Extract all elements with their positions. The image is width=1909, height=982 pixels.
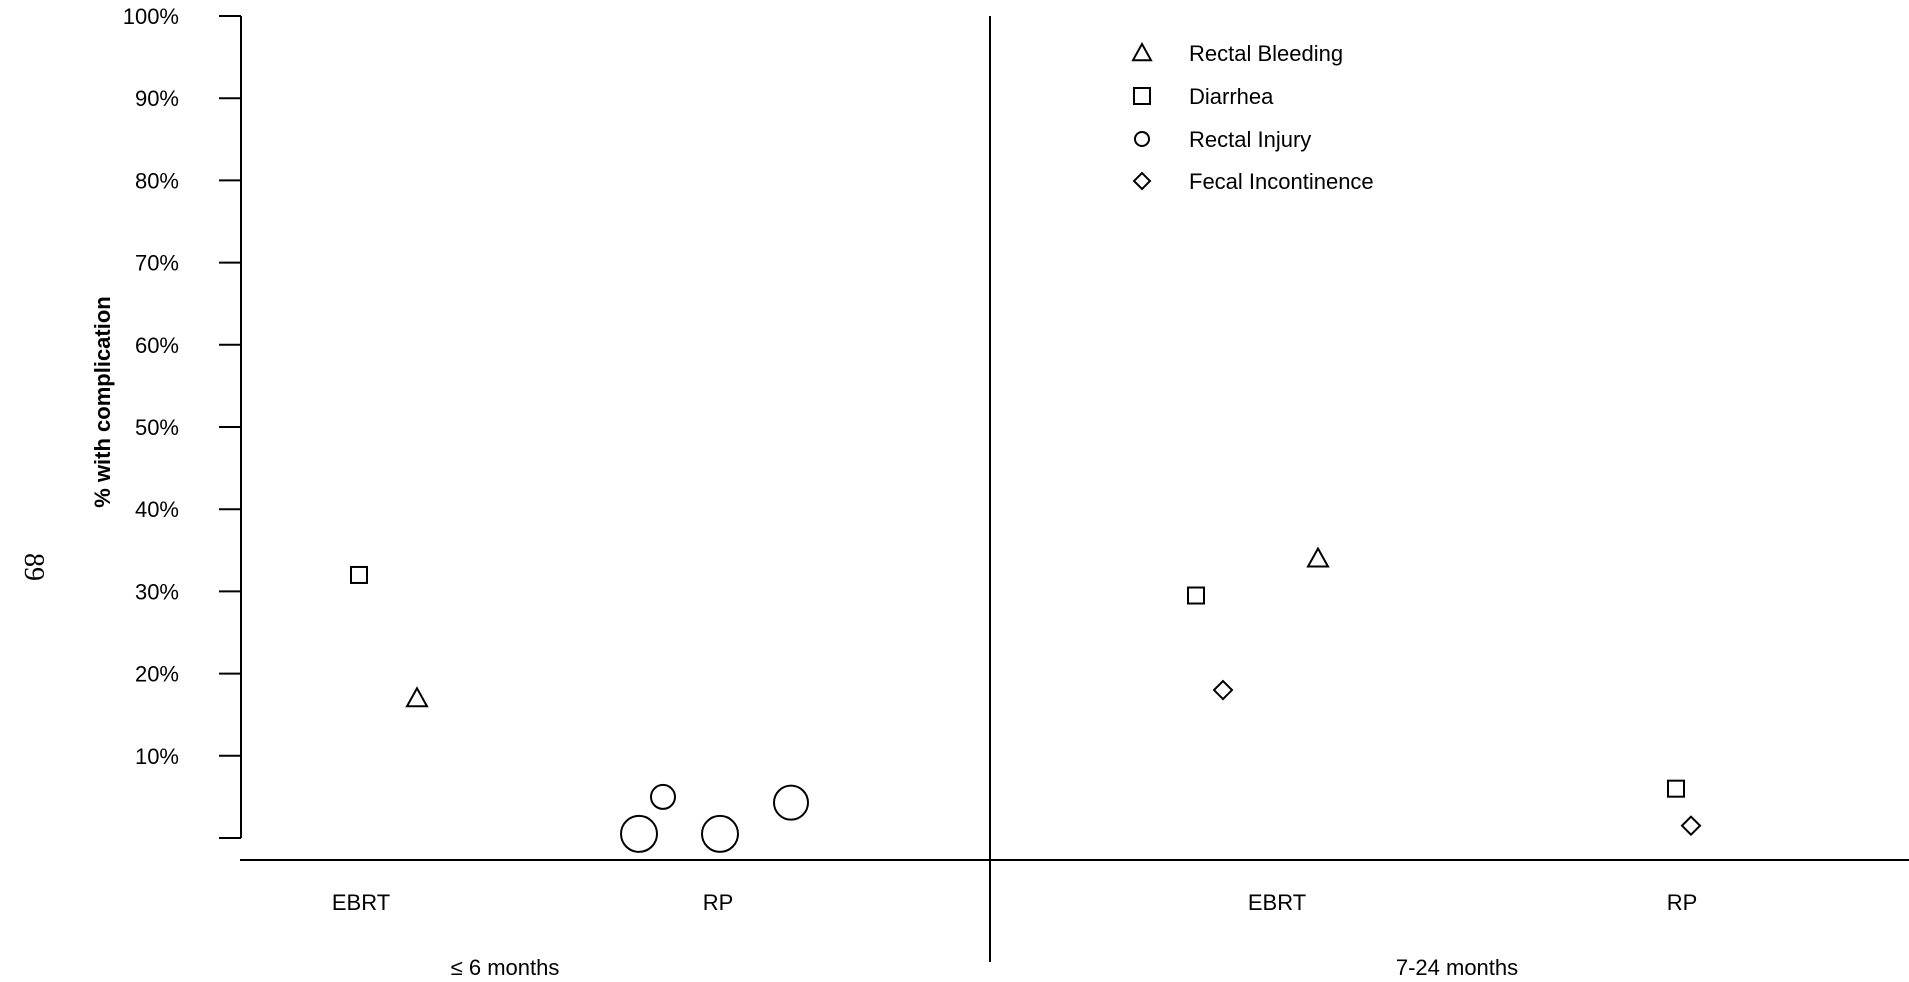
diamond-data-point bbox=[1212, 679, 1234, 701]
y-tick-label: 100% bbox=[123, 4, 179, 29]
page-number-group: 89 bbox=[18, 553, 49, 581]
y-axis: 10% 20% 30% 40% 50% 60% 70% 80% 90% 100% bbox=[123, 4, 242, 839]
y-tick-label: 80% bbox=[135, 168, 179, 193]
y-tick-label: 40% bbox=[135, 497, 179, 522]
legend-label: Rectal Bleeding bbox=[1189, 41, 1343, 66]
square-data-point bbox=[1187, 586, 1205, 605]
square-data-point bbox=[1667, 779, 1685, 798]
x-panel-label: ≤ 6 months bbox=[451, 955, 560, 980]
y-tick-label: 30% bbox=[135, 579, 179, 604]
legend: Rectal Bleeding Diarrhea Rectal Injury Feca… bbox=[1131, 41, 1374, 194]
x-group-labels: EBRT RP EBRT RP bbox=[332, 890, 1697, 915]
circle-data-point bbox=[701, 814, 739, 853]
square-data-point bbox=[350, 565, 368, 584]
y-tick-label: 70% bbox=[135, 251, 179, 276]
triangle-data-point bbox=[405, 686, 429, 708]
legend-label: Rectal Injury bbox=[1189, 127, 1311, 152]
y-tick-label: 20% bbox=[135, 662, 179, 687]
legend-marker-circle bbox=[1134, 131, 1150, 147]
legend-marker-triangle bbox=[1131, 41, 1153, 62]
circle-data-point bbox=[620, 814, 658, 853]
triangle-data-point bbox=[1306, 546, 1330, 568]
x-group-label: EBRT bbox=[332, 890, 390, 915]
circle-data-point bbox=[650, 783, 676, 810]
page-number: 89 bbox=[18, 553, 49, 581]
x-panel-labels: ≤ 6 months 7-24 months bbox=[451, 955, 1518, 980]
y-tick-label: 10% bbox=[135, 744, 179, 769]
y-tick-label: 50% bbox=[135, 415, 179, 440]
x-group-label: RP bbox=[703, 890, 734, 915]
legend-label: Fecal Incontinence bbox=[1189, 169, 1374, 194]
x-group-label: RP bbox=[1667, 890, 1698, 915]
diamond-data-point bbox=[1680, 815, 1702, 837]
circle-data-point bbox=[773, 784, 809, 821]
x-panel-label: 7-24 months bbox=[1396, 955, 1518, 980]
x-group-label: EBRT bbox=[1248, 890, 1306, 915]
y-tick-label: 90% bbox=[135, 86, 179, 111]
plot-area bbox=[350, 546, 1702, 853]
y-tick-label: 60% bbox=[135, 333, 179, 358]
legend-marker-square bbox=[1133, 87, 1151, 105]
legend-marker-diamond bbox=[1132, 171, 1152, 191]
y-axis-label: % with complication bbox=[90, 296, 115, 507]
legend-label: Diarrhea bbox=[1189, 84, 1274, 109]
axes: 10% 20% 30% 40% 50% 60% 70% 80% 90% 100% bbox=[123, 4, 1909, 962]
